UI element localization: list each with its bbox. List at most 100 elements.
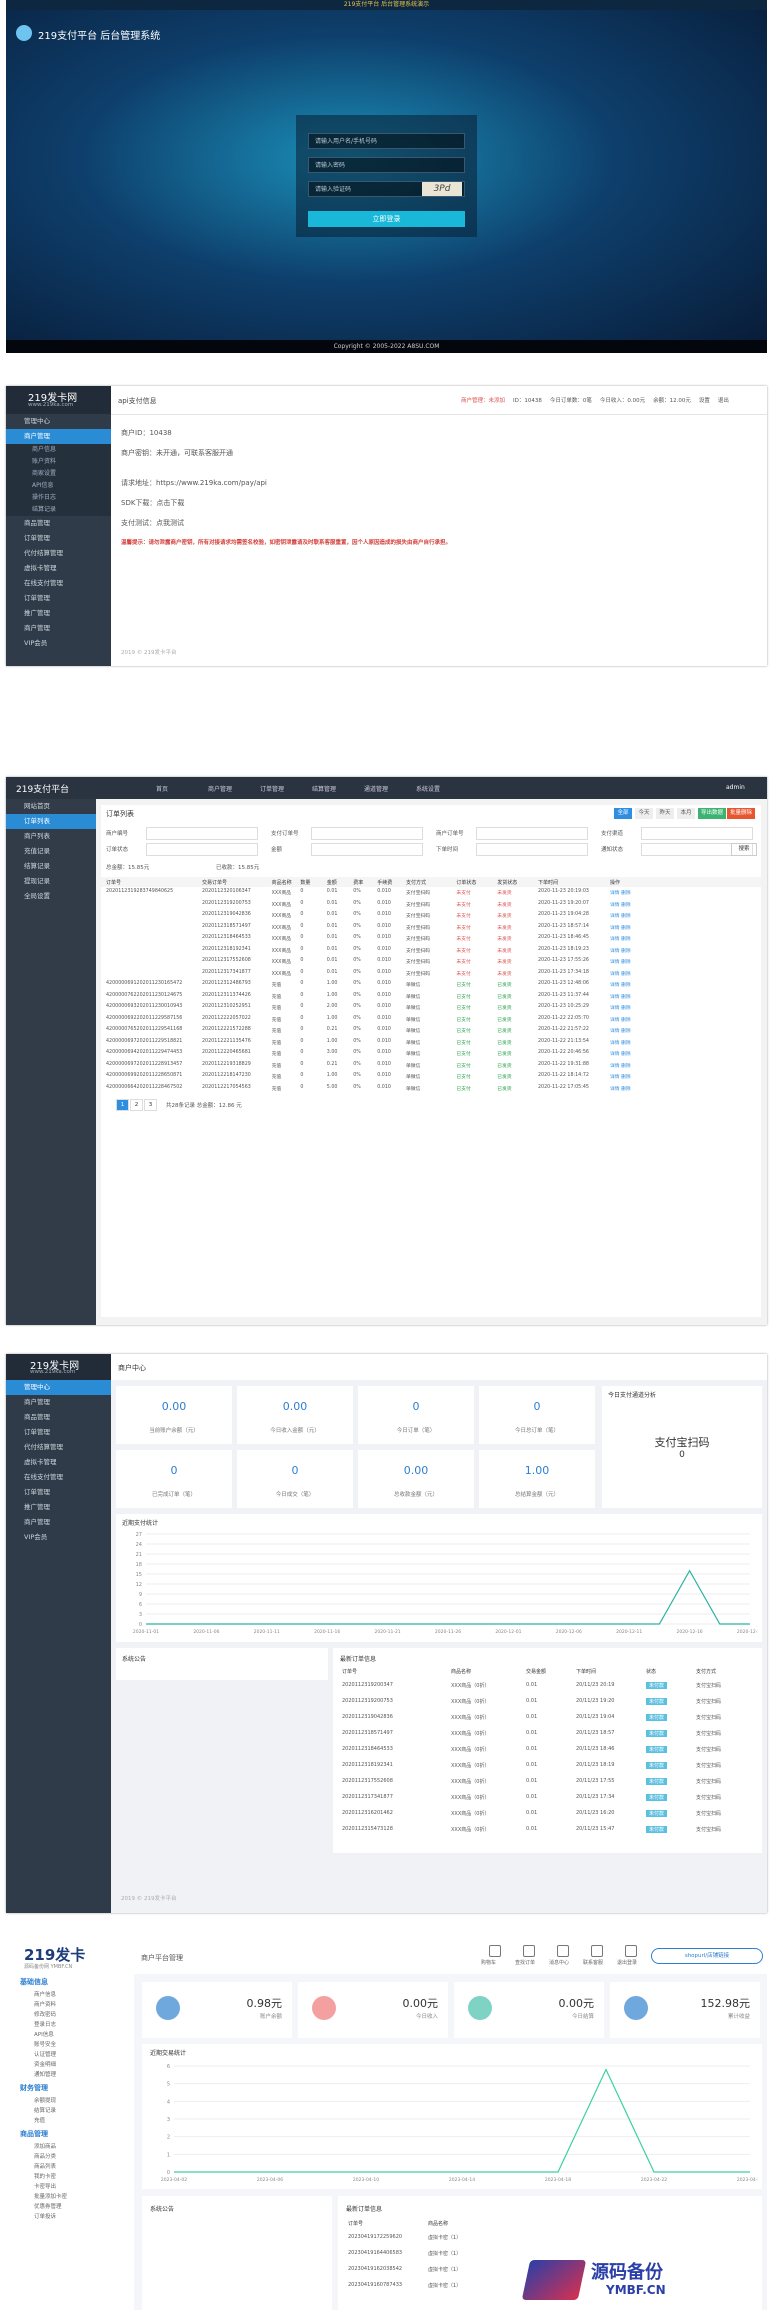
- submenu-item[interactable]: 结算记录: [6, 504, 111, 516]
- menu-item[interactable]: 代付结算管理: [24, 549, 63, 557]
- menu-item[interactable]: 通知管理: [34, 2072, 57, 2078]
- menu-item[interactable]: 代付结算管理: [24, 1443, 63, 1451]
- menu-item[interactable]: 在线支付管理: [24, 1473, 63, 1481]
- toolbar-label[interactable]: 购物车: [481, 1960, 497, 1966]
- menu-item[interactable]: 商户管理: [24, 1398, 50, 1406]
- menu-item[interactable]: 修改密码: [34, 2012, 57, 2018]
- menu-item[interactable]: 虚拟卡管理: [24, 564, 57, 572]
- menu-item[interactable]: 订单列表: [6, 814, 96, 829]
- action-button[interactable]: 全部: [614, 808, 632, 819]
- table-cell[interactable]: 详情 删除: [610, 1063, 631, 1069]
- menu-item[interactable]: 优惠券管理: [34, 2204, 62, 2210]
- table-cell[interactable]: 详情 删除: [610, 1040, 631, 1046]
- action-button[interactable]: 本月: [677, 808, 695, 819]
- menu-item[interactable]: 我的卡密: [34, 2174, 57, 2180]
- toolbar-label[interactable]: 联系客服: [583, 1960, 604, 1966]
- menu-item[interactable]: 订单管理: [24, 534, 50, 542]
- action-button[interactable]: 批量删除: [727, 808, 755, 819]
- input-field[interactable]: 请输入密码: [308, 157, 465, 173]
- menu-item[interactable]: 批量添加卡密: [34, 2194, 68, 2200]
- menu-item[interactable]: 商品列表: [34, 2164, 57, 2170]
- menu-item[interactable]: 商品管理: [24, 1413, 50, 1421]
- nav-item[interactable]: 商户管理: [208, 786, 233, 793]
- menu-item[interactable]: 商户信息: [34, 1992, 57, 1998]
- submenu-item[interactable]: 商家设置: [6, 468, 111, 480]
- nav-item[interactable]: 系统设置: [416, 786, 441, 793]
- toolbar-label[interactable]: 消息中心: [549, 1960, 570, 1966]
- table-cell[interactable]: 详情 删除: [610, 914, 631, 919]
- menu-item[interactable]: 账号安全: [34, 2042, 57, 2048]
- table-cell[interactable]: 详情 删除: [610, 937, 631, 942]
- menu-item[interactable]: 管理中心: [24, 417, 50, 425]
- submenu-item[interactable]: 账户资料: [6, 456, 111, 468]
- filter-input[interactable]: [476, 827, 588, 840]
- menu-item[interactable]: 认证管理: [34, 2052, 57, 2058]
- table-cell[interactable]: 详情 删除: [610, 1029, 631, 1034]
- login-button[interactable]: 立即登录: [308, 211, 465, 227]
- menu-item[interactable]: 商品管理: [24, 519, 50, 527]
- menu-item[interactable]: 商户资料: [34, 2002, 57, 2008]
- nav-item[interactable]: 结算管理: [312, 786, 337, 793]
- filter-input[interactable]: [146, 827, 258, 840]
- menu-item[interactable]: 商户管理: [24, 1518, 50, 1526]
- menu-item[interactable]: 推广管理: [24, 1503, 50, 1511]
- search-button[interactable]: 搜索: [731, 843, 757, 856]
- menu-item[interactable]: 结算记录: [24, 862, 50, 870]
- table-cell[interactable]: 详情 删除: [610, 1017, 631, 1023]
- menu-item[interactable]: VIP会员: [24, 1533, 48, 1541]
- action-button[interactable]: 导出数据: [698, 808, 726, 819]
- menu-item[interactable]: 推广管理: [24, 609, 50, 617]
- menu-item[interactable]: 结算记录: [34, 2108, 57, 2114]
- table-cell[interactable]: 详情 删除: [610, 1052, 631, 1057]
- toolbar-label[interactable]: 退出登录: [617, 1960, 638, 1966]
- menu-item[interactable]: 订单投诉: [34, 2214, 57, 2220]
- page-button[interactable]: 3: [144, 1099, 157, 1111]
- menu-item[interactable]: 商户列表: [24, 832, 50, 840]
- filter-input[interactable]: [311, 827, 423, 840]
- menu-item[interactable]: 订单管理: [24, 1428, 50, 1436]
- table-cell[interactable]: 详情 删除: [610, 948, 631, 954]
- table-cell[interactable]: 详情 删除: [610, 1075, 631, 1080]
- topbar-item[interactable]: 退出: [717, 398, 729, 404]
- topbar-item[interactable]: 设置: [698, 398, 710, 404]
- toolbar-icon[interactable]: [523, 1945, 535, 1957]
- menu-item[interactable]: 商户管理: [24, 624, 50, 632]
- menu-item[interactable]: 全局设置: [24, 892, 50, 900]
- menu-item[interactable]: 余额提现: [34, 2098, 57, 2104]
- menu-item[interactable]: VIP会员: [24, 639, 48, 647]
- menu-item[interactable]: 提现记录: [24, 877, 50, 885]
- filter-input[interactable]: [146, 843, 258, 856]
- table-cell[interactable]: 详情 删除: [610, 925, 631, 931]
- page-button[interactable]: 1: [116, 1099, 129, 1111]
- menu-item[interactable]: 资金明细: [34, 2062, 57, 2068]
- filter-input[interactable]: [476, 843, 588, 856]
- submenu-item[interactable]: API信息: [6, 480, 111, 492]
- menu-item[interactable]: 商品分类: [34, 2154, 57, 2160]
- filter-input[interactable]: [641, 827, 753, 840]
- menu-item[interactable]: 虚拟卡管理: [24, 1458, 57, 1466]
- toolbar-icon[interactable]: [557, 1945, 569, 1957]
- action-button[interactable]: 昨天: [656, 808, 674, 819]
- menu-item[interactable]: 订单管理: [24, 1488, 50, 1496]
- menu-item[interactable]: 订单管理: [24, 594, 50, 602]
- table-cell[interactable]: 详情 删除: [610, 960, 631, 965]
- menu-item[interactable]: 卡密导出: [34, 2184, 57, 2190]
- table-cell[interactable]: 详情 删除: [610, 1086, 631, 1092]
- user[interactable]: admin: [726, 784, 745, 791]
- menu-item[interactable]: 充值记录: [24, 847, 50, 855]
- nav-item[interactable]: 通道管理: [364, 786, 389, 793]
- menu-item[interactable]: 在线支付管理: [24, 579, 63, 587]
- table-cell[interactable]: 详情 删除: [610, 891, 631, 896]
- menu-item[interactable]: API信息: [34, 2032, 54, 2038]
- menu-item[interactable]: 添加商品: [34, 2144, 57, 2150]
- table-cell[interactable]: 详情 删除: [610, 971, 631, 977]
- menu-item[interactable]: 管理中心: [6, 1380, 111, 1395]
- menu-item[interactable]: 充值: [34, 2118, 46, 2124]
- menu-group[interactable]: 财务管理: [20, 2084, 48, 2092]
- shop-link[interactable]: shopurl/店铺链接: [651, 1948, 763, 1964]
- nav-item[interactable]: 订单管理: [260, 786, 285, 793]
- page-button[interactable]: 2: [130, 1099, 143, 1111]
- table-cell[interactable]: 详情 删除: [610, 994, 631, 1000]
- submenu-item[interactable]: 商户信息: [6, 444, 111, 456]
- submenu-item[interactable]: 操作日志: [6, 492, 111, 504]
